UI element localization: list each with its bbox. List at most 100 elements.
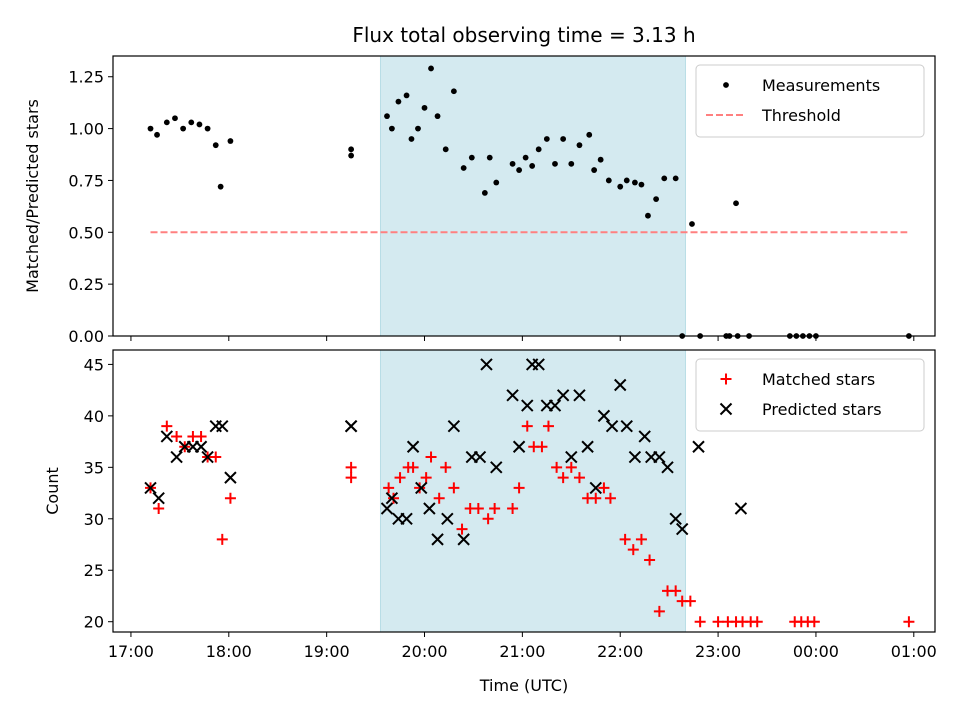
predicted-stars-point [614,378,627,392]
predicted-stars-point [144,481,157,495]
measurements-point [653,196,660,203]
matched-stars-point [489,502,501,514]
predicted-stars-point [565,450,578,464]
measurements-point [493,179,500,186]
matched-stars-point [171,430,183,442]
x-tick-label: 23:00 [695,642,741,661]
x-tick-label: 01:00 [891,642,937,661]
axes-frame [112,349,936,633]
predicted-stars-series [144,358,748,546]
matched-stars-point [573,472,585,484]
matched-stars-point [542,420,554,432]
predicted-stars-point [201,450,214,464]
matched-stars-point [619,533,631,545]
matched-stars-point [565,461,577,473]
measurements-point [568,160,575,167]
matched-stars-point [383,482,395,494]
measurements-point [586,131,593,138]
predicted-stars-point [512,440,526,453]
predicted-stars-point [581,440,594,453]
predicted-stars-point [573,389,586,402]
predicted-stars-point [605,419,619,433]
measurements-point [672,175,679,182]
ratio-legend: Measurements Threshold [695,64,925,138]
legend-box [695,64,925,138]
matched-stars-point [456,523,468,535]
observing-window-band [379,349,686,633]
matched-stars-point [712,616,724,628]
measurements-point [147,125,154,132]
matched-stars-point [394,472,406,484]
measurements-point [227,138,234,144]
y-tick-label: 0.25 [68,275,104,294]
matched-stars-point [472,502,484,514]
measurements-point [348,146,355,153]
measurements-point [481,189,488,196]
measurements-point [509,160,516,167]
x-tick-label: 19:00 [304,642,350,661]
measurements-point [623,177,630,184]
matched-stars-point [210,451,222,463]
predicted-stars-point [380,502,394,515]
measurements-point [535,146,542,153]
measurements-point [204,125,211,132]
matched-stars-point [684,595,696,607]
predicted-stars-point [521,399,534,412]
matched-stars-point [557,472,569,484]
measurements-point [597,156,604,163]
measurements-point [415,125,421,132]
matched-stars-point [903,616,915,628]
measurements-point [421,104,428,111]
matched-stars-point [153,502,165,514]
legend-label: Measurements [762,76,880,95]
predicted-stars-point [170,450,183,464]
measurements-point [468,154,475,161]
predicted-stars-point [344,419,358,433]
legend-label: Predicted stars [762,400,882,419]
matched-stars-point [604,492,616,504]
predicted-stars-point [385,491,399,505]
predicted-stars-point [661,461,674,474]
y-tick-label: 1.00 [68,120,104,139]
matched-stars-point [195,430,207,442]
measurements-point [395,98,402,105]
matched-stars-point [345,461,357,473]
matched-stars-point [440,461,452,473]
y-tick-label: 0.50 [68,223,104,242]
measurements-point [552,160,558,167]
y-tick-label: 0.00 [68,327,104,346]
measurements-series [147,65,912,339]
predicted-stars-point [194,440,208,453]
matched-stars-point [644,554,656,566]
predicted-stars-point [597,409,611,423]
measurements-point [212,142,219,149]
legend-marker [719,402,733,416]
legend-marker [720,373,732,385]
legend-marker [723,82,729,88]
predicted-stars-point [406,440,420,453]
y-tick-label: 20 [84,613,104,632]
chart-title: Flux total observing time = 3.13 h [352,23,695,47]
count-panel: 20 25 30 35 40 45 Count 17:00 18:00 19:00 20:00 21:… [43,349,937,661]
measurements-point [188,119,195,126]
ratio-y-axis-label: Matched/Predicted stars [23,99,42,293]
count-y-axis-label: Count [43,467,62,515]
matched-stars-point [216,533,228,545]
predicted-stars-point [548,399,562,412]
measurements-point [450,88,457,95]
matched-stars-point [507,502,519,514]
matched-stars-point [590,492,602,504]
matched-stars-point [482,513,494,525]
matched-stars-point [161,420,173,432]
predicted-stars-point [628,450,642,464]
predicted-stars-point [400,512,413,525]
measurements-point [516,167,523,173]
x-tick-label: 17:00 [108,642,154,661]
measurements-point [543,136,550,142]
matched-stars-point [670,585,682,597]
matched-stars-point [420,472,432,484]
predicted-stars-point [152,491,165,505]
predicted-stars-point [473,450,487,464]
predicted-stars-point [653,450,666,464]
